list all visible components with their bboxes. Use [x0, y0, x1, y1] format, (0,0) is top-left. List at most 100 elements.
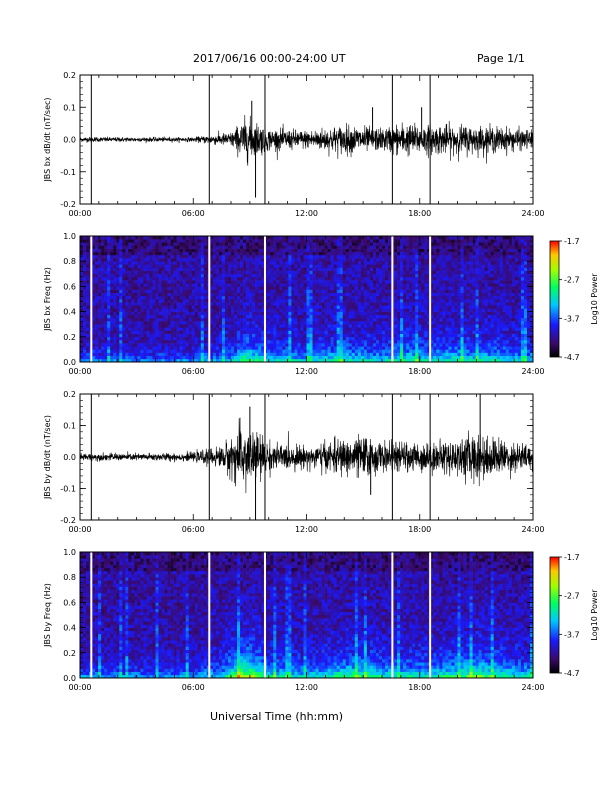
- spectrogram-cell: [231, 343, 235, 347]
- spectrogram-cell: [306, 299, 310, 303]
- spectrogram-cell: [270, 346, 274, 350]
- spectrogram-cell: [258, 324, 262, 328]
- spectrogram-cell: [101, 355, 105, 360]
- spectrogram-cell: [406, 321, 410, 325]
- spectrogram-cell: [83, 317, 87, 322]
- spectrogram-cell: [357, 352, 362, 356]
- spectrogram-cell: [406, 305, 410, 309]
- spectrogram-cell: [382, 349, 386, 353]
- spectrogram-cell: [360, 330, 365, 334]
- spectrogram-cell: [436, 352, 440, 356]
- spectrogram-cell: [309, 251, 313, 256]
- spectrogram-cell: [306, 333, 310, 338]
- spectrogram-cell: [246, 258, 250, 262]
- spectrogram-cell: [104, 258, 108, 262]
- spectrogram-cell: [291, 254, 295, 259]
- spectrogram-cell: [285, 267, 289, 271]
- spectrogram-cell: [436, 321, 440, 325]
- spectrogram-cell: [400, 336, 404, 341]
- spectrogram-cell: [191, 333, 196, 338]
- spectrogram-cell: [125, 336, 129, 341]
- spectrogram-cell: [116, 245, 120, 249]
- spectrogram-cell: [197, 324, 202, 328]
- spectrogram-cell: [336, 242, 341, 246]
- spectrogram-cell: [363, 236, 368, 240]
- spectrogram-cell: [315, 236, 319, 240]
- spectrogram-cell: [270, 343, 274, 347]
- spectrogram-cell: [433, 292, 437, 297]
- spectrogram-cell: [197, 258, 202, 262]
- spectrogram-cell: [215, 264, 220, 268]
- spectrogram-cell: [182, 299, 186, 303]
- spectrogram-cell: [179, 283, 183, 287]
- spectrogram-cell: [436, 276, 440, 281]
- spectrogram-cell: [445, 283, 449, 287]
- spectrogram-cell: [149, 349, 153, 353]
- spectrogram-cell: [330, 305, 334, 309]
- spectrogram-cell: [194, 248, 199, 253]
- spectrogram-cell: [406, 239, 410, 243]
- spectrogram-cell: [155, 295, 159, 300]
- spectrogram-cell: [86, 349, 90, 353]
- spectrogram-cell: [119, 276, 123, 281]
- spectrogram-cell: [288, 352, 292, 356]
- spectrogram-cell: [261, 302, 265, 306]
- spectrogram-cell: [249, 327, 253, 331]
- spectrogram-cell: [209, 264, 214, 268]
- spectrogram-cell: [282, 349, 286, 353]
- spectrogram-cell: [212, 339, 217, 344]
- spectrogram-cell: [279, 280, 283, 284]
- spectrogram-cell: [203, 248, 208, 253]
- spectrogram-cell: [252, 248, 256, 253]
- spectrogram-cell: [439, 333, 443, 338]
- spectrogram-cell: [161, 283, 165, 287]
- spectrogram-cell: [400, 276, 404, 281]
- spectrogram-cell: [215, 308, 220, 312]
- spectrogram-cell: [158, 254, 162, 259]
- spectrogram-cell: [146, 336, 150, 341]
- spectrogram-cell: [300, 273, 304, 278]
- spectrogram-cell: [95, 311, 99, 316]
- spectrogram-cell: [388, 308, 392, 312]
- spectrogram-cell: [140, 358, 144, 363]
- spectrogram-cell: [267, 355, 271, 360]
- spectrogram-cell: [330, 336, 334, 341]
- spectrogram-cell: [442, 251, 446, 256]
- spectrogram-cell: [436, 324, 440, 328]
- spectrogram-cell: [312, 308, 316, 312]
- spectrogram-cell: [421, 270, 425, 275]
- spectrogram-cell: [297, 264, 301, 268]
- spectrogram-cell: [436, 236, 440, 240]
- spectrogram-cell: [267, 327, 271, 331]
- spectrogram-cell: [369, 239, 374, 243]
- spectrogram-cell: [388, 327, 392, 331]
- spectrogram-cell: [164, 343, 168, 347]
- spectrogram-cell: [128, 289, 132, 293]
- spectrogram-cell: [170, 273, 174, 278]
- spectrogram-cell: [182, 327, 186, 331]
- spectrogram-cell: [333, 270, 337, 275]
- spectrogram-cell: [224, 289, 229, 293]
- spectrogram-cell: [113, 321, 117, 325]
- spectrogram-cell: [294, 236, 298, 240]
- spectrogram-cell: [221, 343, 226, 347]
- spectrogram-cell: [243, 346, 247, 350]
- spectrogram-cell: [86, 352, 90, 356]
- spectrogram-cell: [182, 352, 186, 356]
- spectrogram-cell: [394, 239, 398, 243]
- spectrogram-cell: [363, 302, 368, 306]
- spectrogram-cell: [267, 289, 271, 293]
- spectrogram-cell: [143, 302, 147, 306]
- spectrogram-cell: [164, 264, 168, 268]
- spectrogram-cell: [98, 302, 102, 306]
- spectrogram-cell: [212, 311, 217, 316]
- spectrogram-cell: [415, 242, 419, 246]
- spectrogram-cell: [442, 305, 446, 309]
- spectrogram-cell: [351, 358, 356, 363]
- spectrogram-cell: [80, 273, 84, 278]
- spectrogram-cell: [363, 286, 368, 290]
- spectrogram-cell: [409, 261, 413, 265]
- spectrogram-cell: [388, 339, 392, 344]
- spectrogram-cell: [212, 321, 217, 325]
- spectrogram-cell: [369, 302, 374, 306]
